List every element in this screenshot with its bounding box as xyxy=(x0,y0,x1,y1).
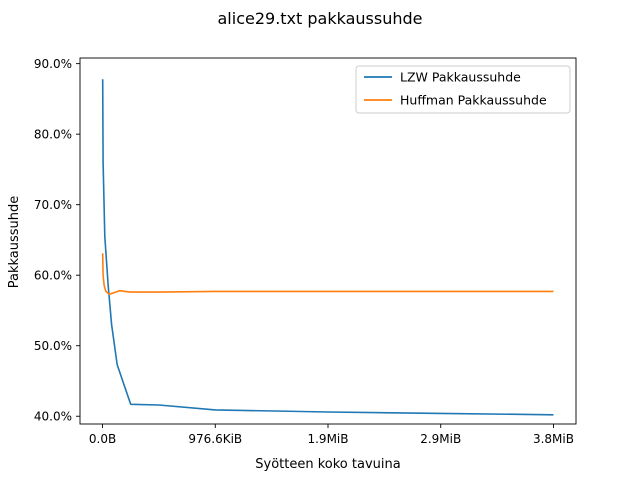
series-line-2 xyxy=(101,253,554,296)
legend-label-2: Huffman Pakkaussuhde xyxy=(400,93,547,108)
x-tick-label: 1.9MiB xyxy=(307,432,348,446)
chart-title: alice29.txt pakkaussuhde xyxy=(218,9,423,28)
legend-label-1: LZW Pakkaussuhde xyxy=(400,70,521,85)
legend-box xyxy=(355,65,571,114)
x-axis-label: Syötteen koko tavuina xyxy=(255,457,400,472)
y-tick-label: 70.0% xyxy=(34,198,72,212)
x-tick-label: 2.9MiB xyxy=(420,432,461,446)
legend: LZW Pakkaussuhde Huffman Pakkaussuhde xyxy=(355,65,571,114)
x-tick-label: 3.8MiB xyxy=(533,432,574,446)
x-tick-label: 976.6KiB xyxy=(188,432,242,446)
y-axis: 40.0% 50.0% 60.0% 70.0% 80.0% 90.0% xyxy=(34,57,80,424)
y-tick-label: 50.0% xyxy=(34,339,72,353)
series-line-1 xyxy=(101,79,554,416)
y-tick-label: 80.0% xyxy=(34,128,72,142)
x-axis: 0.0B 976.6KiB 1.9MiB 2.9MiB 3.8MiB xyxy=(89,424,574,446)
y-tick-label: 60.0% xyxy=(34,269,72,283)
y-tick-label: 40.0% xyxy=(34,410,72,424)
x-tick-label: 0.0B xyxy=(89,432,116,446)
y-axis-label: Pakkaussuhde xyxy=(7,196,22,289)
y-tick-label: 90.0% xyxy=(34,57,72,71)
